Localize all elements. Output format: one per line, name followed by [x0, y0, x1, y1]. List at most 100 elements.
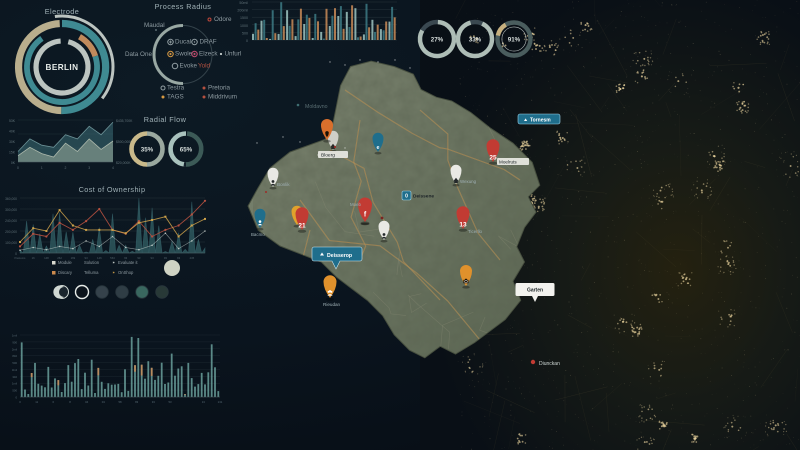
svg-text:Testra: Testra — [167, 85, 185, 92]
svg-text:0: 0 — [246, 39, 248, 43]
svg-text:840: 840 — [12, 354, 17, 358]
svg-text:83: 83 — [135, 400, 139, 404]
svg-text:Telluma: Telluma — [84, 270, 99, 275]
svg-text:Maudal: Maudal — [144, 22, 165, 29]
svg-text:Rieudan: Rieudan — [323, 302, 341, 307]
svg-text:360,000: 360,000 — [5, 197, 17, 201]
svg-text:Ducal: Ducal — [175, 39, 191, 46]
svg-text:0: 0 — [405, 194, 408, 200]
svg-text:500: 500 — [12, 361, 17, 365]
svg-text:200,000: 200,000 — [5, 230, 17, 234]
svg-text:4: 4 — [112, 166, 114, 170]
svg-text:$20,000K: $20,000K — [116, 161, 131, 165]
svg-text:Moelruts: Moelruts — [499, 159, 517, 164]
svg-text:Swole: Swole — [175, 51, 193, 58]
svg-text:Tornesm: Tornesm — [530, 117, 551, 123]
svg-text:0K: 0K — [11, 161, 16, 165]
svg-text:40K: 40K — [9, 130, 16, 134]
svg-text:300,000: 300,000 — [5, 208, 17, 212]
svg-text:Bacmo: Bacmo — [251, 232, 265, 237]
svg-text:Yold: Yold — [198, 63, 211, 70]
svg-text:✶: ✶ — [112, 270, 116, 275]
svg-text:16: 16 — [32, 256, 36, 260]
svg-text:Deisserop: Deisserop — [327, 253, 352, 259]
svg-text:Diunckan: Diunckan — [539, 361, 560, 367]
svg-text:✶: ✶ — [112, 260, 116, 265]
svg-text:Solution: Solution — [84, 260, 100, 265]
svg-text:Evoke: Evoke — [180, 63, 198, 70]
svg-text:0: 0 — [19, 400, 21, 404]
svg-text:Unfurl: Unfurl — [225, 51, 242, 58]
svg-text:Evaluate it: Evaluate it — [118, 260, 138, 265]
svg-text:1: 1 — [41, 166, 43, 170]
svg-text:93: 93 — [137, 256, 141, 260]
svg-text:Bloerg: Bloerg — [321, 152, 335, 158]
svg-text:Wexung: Wexung — [460, 179, 477, 184]
svg-text:0: 0 — [53, 400, 55, 404]
svg-text:Cost of Ownership: Cost of Ownership — [79, 185, 146, 194]
svg-text:2: 2 — [65, 166, 67, 170]
svg-text:65%: 65% — [180, 147, 193, 154]
svg-text:OnShop: OnShop — [118, 270, 134, 275]
svg-text:Moeb: Moeb — [350, 202, 362, 207]
svg-text:04: 04 — [102, 400, 106, 404]
svg-text:e: e — [377, 145, 380, 151]
svg-text:1mil: 1mil — [12, 334, 18, 338]
svg-text:Moldavno: Moldavno — [305, 104, 328, 110]
svg-text:131: 131 — [218, 400, 223, 404]
svg-text:Pastoms: Pastoms — [15, 256, 26, 260]
svg-text:1mil: 1mil — [12, 382, 18, 386]
svg-text:1500: 1500 — [240, 16, 248, 20]
svg-text:500: 500 — [242, 31, 248, 35]
svg-text:0: 0 — [15, 396, 17, 400]
svg-text:100,000: 100,000 — [5, 241, 17, 245]
svg-text:148: 148 — [44, 256, 49, 260]
svg-text:Garten: Garten — [527, 288, 543, 294]
svg-text:340: 340 — [12, 375, 17, 379]
svg-text:50mil: 50mil — [239, 1, 248, 5]
svg-text:11: 11 — [35, 400, 38, 404]
svg-text:27%: 27% — [431, 37, 444, 44]
svg-text:DRAF: DRAF — [200, 39, 217, 46]
svg-text:91%: 91% — [508, 37, 521, 44]
svg-text:1000: 1000 — [240, 24, 248, 28]
svg-text:53K: 53K — [9, 119, 16, 123]
svg-text:Bonlik: Bonlik — [277, 182, 290, 187]
svg-text:Process Radius: Process Radius — [155, 2, 212, 11]
svg-text:Radial Flow: Radial Flow — [144, 115, 187, 124]
svg-text:13: 13 — [202, 400, 206, 404]
svg-text:240,000: 240,000 — [5, 219, 17, 223]
svg-text:Module: Module — [58, 260, 72, 265]
svg-text:900: 900 — [12, 340, 17, 344]
svg-text:3mil: 3mil — [12, 368, 18, 372]
svg-text:58: 58 — [118, 400, 122, 404]
svg-text:$435,700K: $435,700K — [116, 119, 133, 123]
svg-text:200mil: 200mil — [237, 9, 248, 13]
svg-text:Elzeck: Elzeck — [199, 51, 218, 58]
svg-text:Odore: Odore — [214, 16, 232, 23]
svg-text:3: 3 — [88, 166, 90, 170]
svg-text:33%: 33% — [469, 37, 482, 44]
svg-text:30K: 30K — [9, 140, 16, 144]
svg-text:Pretoria: Pretoria — [208, 85, 231, 92]
svg-text:04: 04 — [85, 400, 89, 404]
svg-text:Ticerllo: Ticerllo — [468, 229, 483, 234]
svg-text:Data One: Data One — [125, 51, 152, 58]
svg-text:13: 13 — [459, 222, 467, 229]
svg-text:93: 93 — [177, 256, 181, 260]
svg-text:25: 25 — [489, 155, 497, 162]
svg-text:8: 8 — [69, 400, 71, 404]
svg-text:35%: 35% — [141, 147, 154, 154]
svg-text:2mil: 2mil — [12, 347, 18, 351]
svg-text:TAGS: TAGS — [167, 94, 184, 101]
svg-text:53: 53 — [168, 400, 172, 404]
svg-text:93: 93 — [151, 256, 155, 260]
svg-text:445: 445 — [189, 256, 194, 260]
svg-text:93: 93 — [164, 256, 168, 260]
svg-text:15K: 15K — [9, 151, 16, 155]
svg-text:33: 33 — [152, 400, 156, 404]
svg-text:21: 21 — [298, 223, 306, 230]
svg-text:500: 500 — [12, 389, 17, 393]
svg-text:Middrivum: Middrivum — [208, 94, 237, 101]
svg-text:0: 0 — [17, 166, 19, 170]
